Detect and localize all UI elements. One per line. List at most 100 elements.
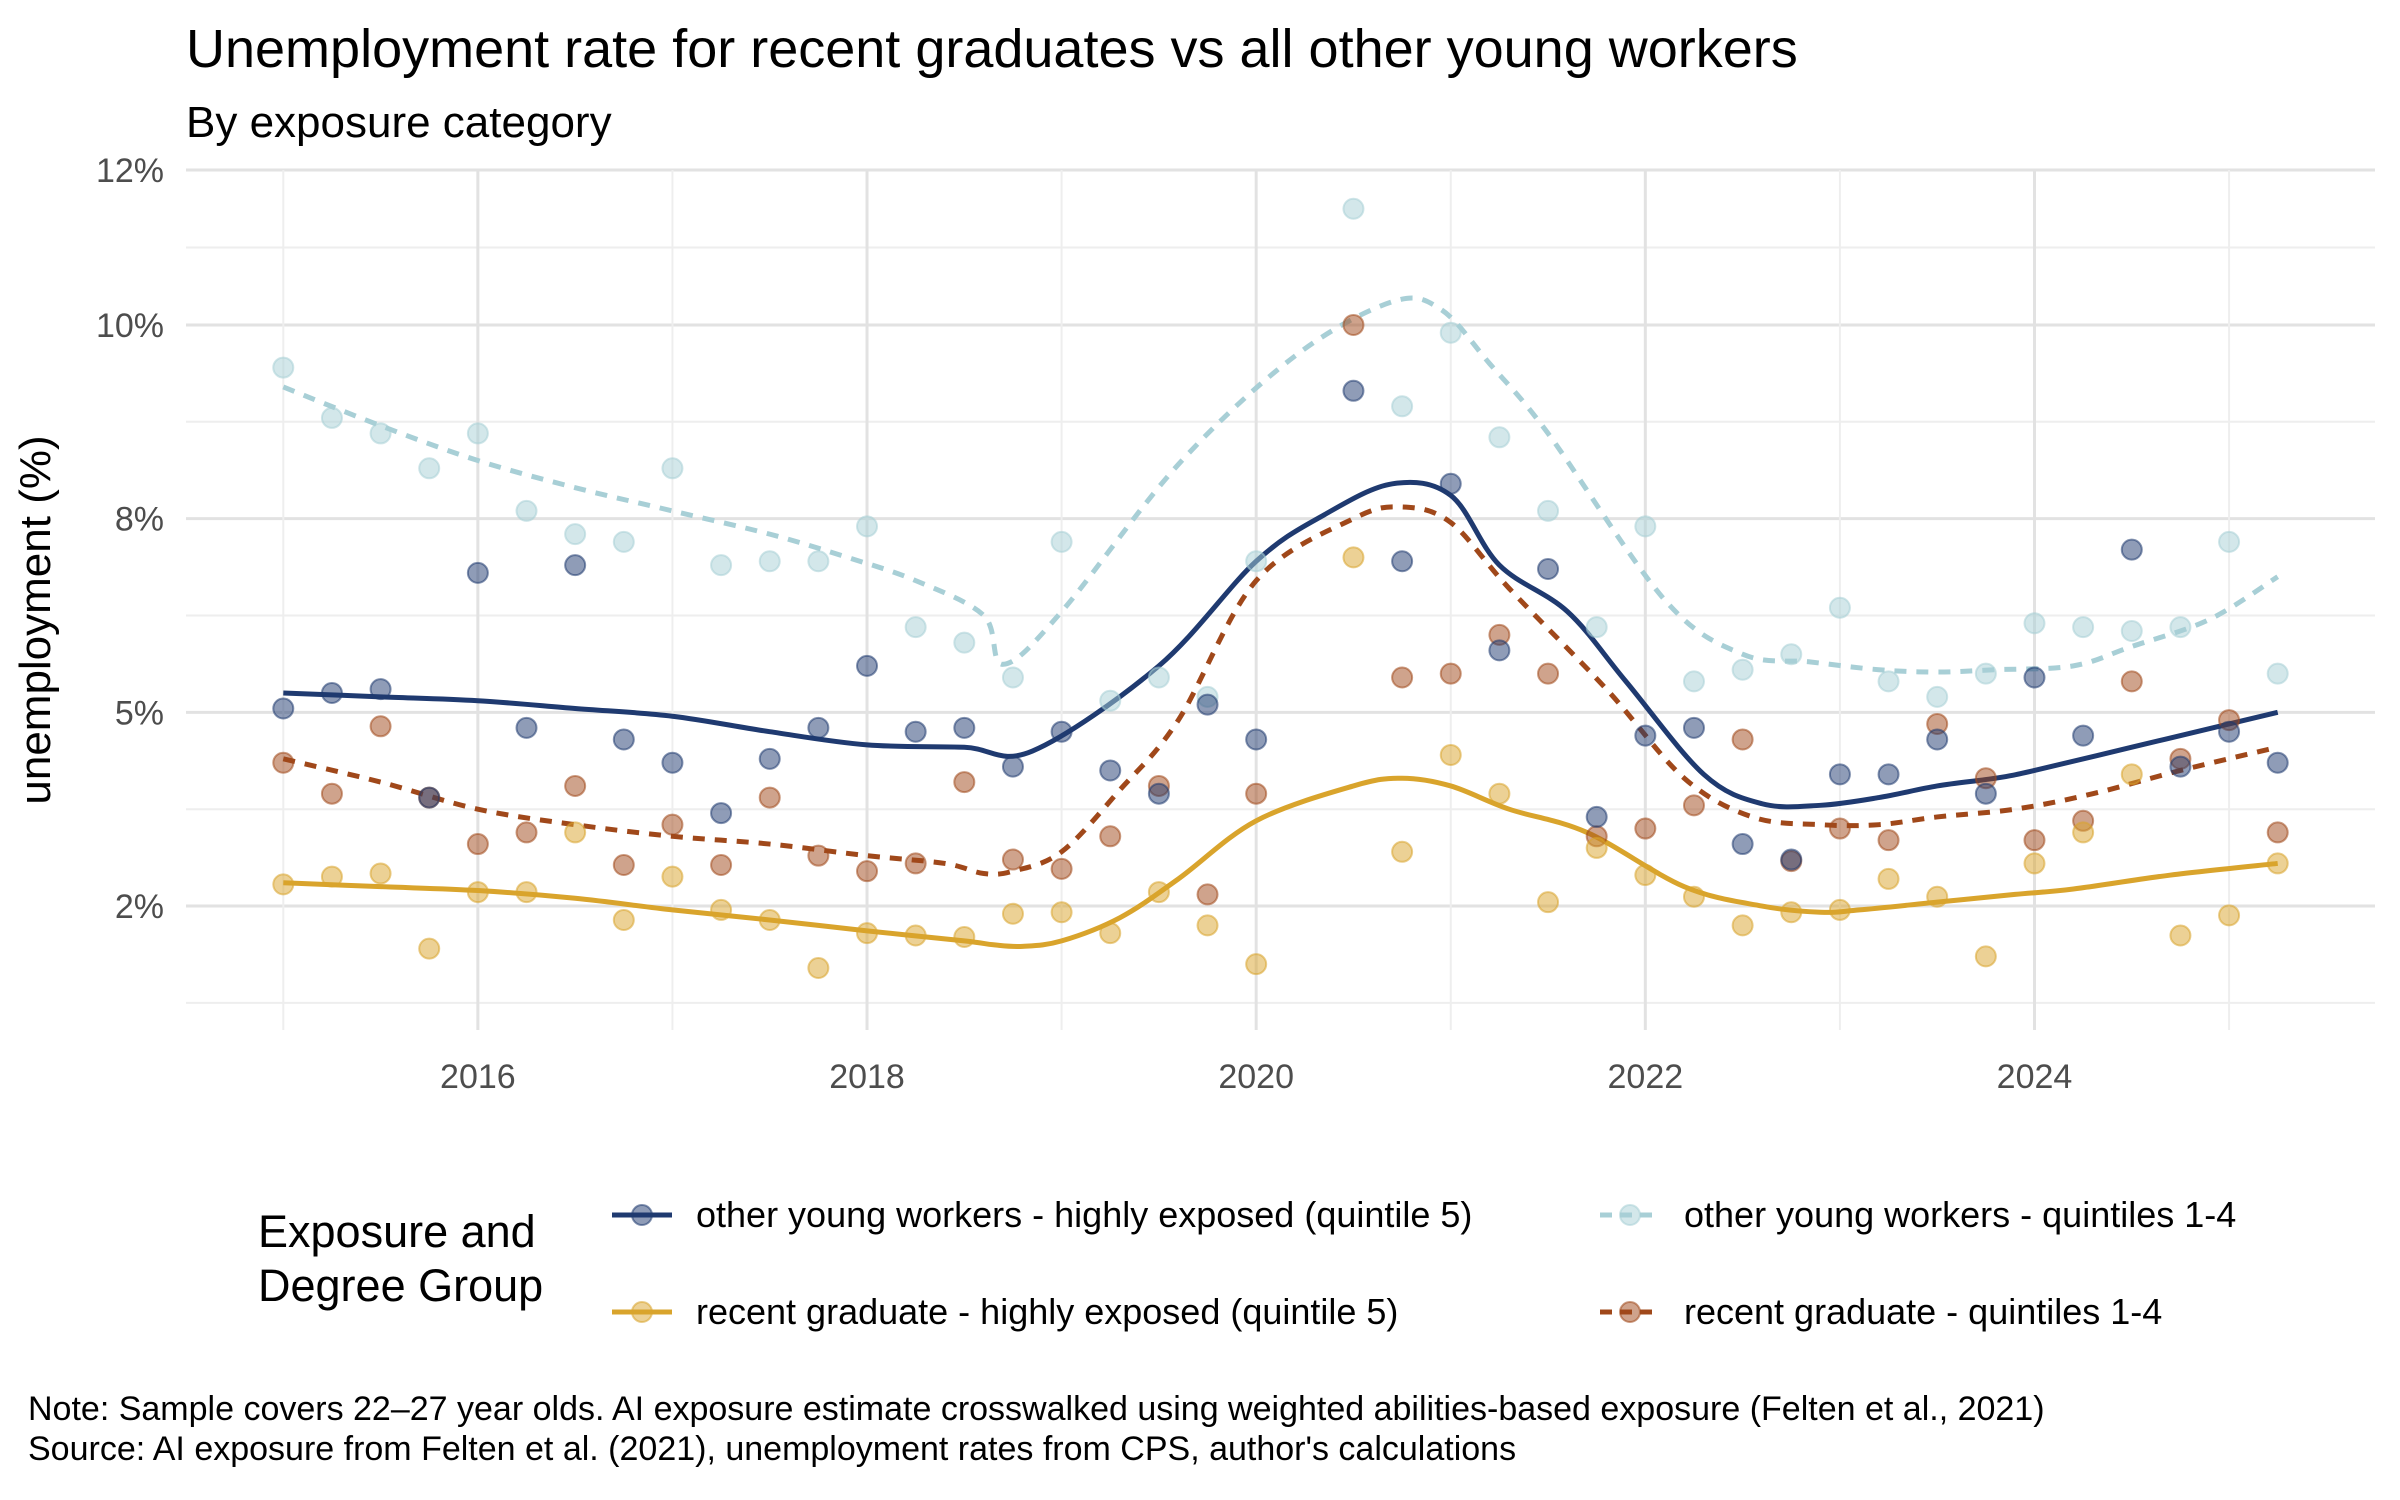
data-point [418,937,441,960]
data-point [1196,914,1219,937]
data-point [1147,881,1170,904]
legend-label: other young workers - quintiles 1-4 [1684,1194,2237,1235]
data-point [1147,666,1170,689]
data-point [1099,922,1122,945]
y-tick-labels: 2% 5% 8% 10% 12% [96,152,164,926]
data-point [2072,724,2095,747]
data-point [1731,658,1754,681]
data-point [856,515,879,538]
data-point [953,631,976,654]
data-point [1974,945,1997,968]
data-point [2266,662,2289,685]
data-point [1245,728,1268,751]
data-point [2120,763,2143,786]
data-point [2266,852,2289,875]
data-point [272,697,295,720]
series-line [283,479,2279,810]
legend-item: other young workers - quintiles 1-4 [1598,1185,2236,1245]
data-point [1001,902,1024,925]
data-point [953,771,976,794]
legend-key-icon [612,1204,672,1226]
data-point [807,550,830,573]
y-tick-label: 2% [115,888,164,926]
data-point [1196,883,1219,906]
data-point [1342,379,1365,402]
data-point [1001,848,1024,871]
data-point [2169,755,2192,778]
data-point [1050,720,1073,743]
data-point [1877,670,1900,693]
data-point [1439,321,1462,344]
data-point [1828,596,1851,619]
data-point [1099,825,1122,848]
data-point [2218,720,2241,743]
data-point [320,865,343,888]
legend-key-icon [1600,1204,1660,1226]
data-point [758,908,781,931]
data-point [1731,914,1754,937]
x-tick-label: 2020 [1218,1058,1294,1096]
data-point [1634,817,1657,840]
data-point [1682,794,1705,817]
data-point [661,457,684,480]
data-point [1877,829,1900,852]
data-point [2266,751,2289,774]
data-point [515,821,538,844]
y-tick-label: 10% [96,307,164,345]
data-point [369,862,392,885]
data-point [1974,662,1997,685]
grid [186,168,2375,1030]
data-point [1245,953,1268,976]
y-tick-label: 8% [115,501,164,539]
x-tick-label: 2024 [1997,1058,2073,1096]
data-point [807,844,830,867]
series-points [272,197,2289,980]
x-tick-labels: 2016 2018 2020 2022 2024 [440,1058,2072,1096]
data-point [612,853,635,876]
data-point [856,922,879,945]
data-point [466,881,489,904]
data-point [612,530,635,553]
data-point [661,751,684,774]
data-point [272,356,295,379]
data-point [1926,885,1949,908]
data-point [320,681,343,704]
data-point [320,782,343,805]
data-point [856,654,879,677]
data-point [2120,538,2143,561]
data-point [466,561,489,584]
data-point [1391,666,1414,689]
data-point [1731,728,1754,751]
data-point [369,678,392,701]
data-point [466,422,489,445]
y-tick-label: 5% [115,694,164,732]
data-point [1634,864,1657,887]
data-point [807,716,830,739]
data-point [904,924,927,947]
data-point [1050,901,1073,924]
data-point [758,550,781,573]
data-point [1196,693,1219,716]
source-text: Source: AI exposure from Felten et al. (… [28,1430,1517,1468]
data-point [564,554,587,577]
data-point [1245,550,1268,573]
data-point [1682,716,1705,739]
data-point [2072,616,2095,639]
data-point [2120,670,2143,693]
data-point [1342,313,1365,336]
data-point [1001,666,1024,689]
legend-key-icon [612,1301,672,1323]
data-point [1974,782,1997,805]
data-point [1585,805,1608,828]
data-point [1050,857,1073,880]
data-point [710,554,733,577]
data-point [1731,833,1754,856]
data-point [1926,728,1949,751]
data-point [1342,197,1365,220]
data-point [710,898,733,921]
data-point [2266,821,2289,844]
data-point [369,422,392,445]
data-point [320,406,343,429]
y-tick-label: 12% [96,152,164,190]
data-point [710,802,733,825]
